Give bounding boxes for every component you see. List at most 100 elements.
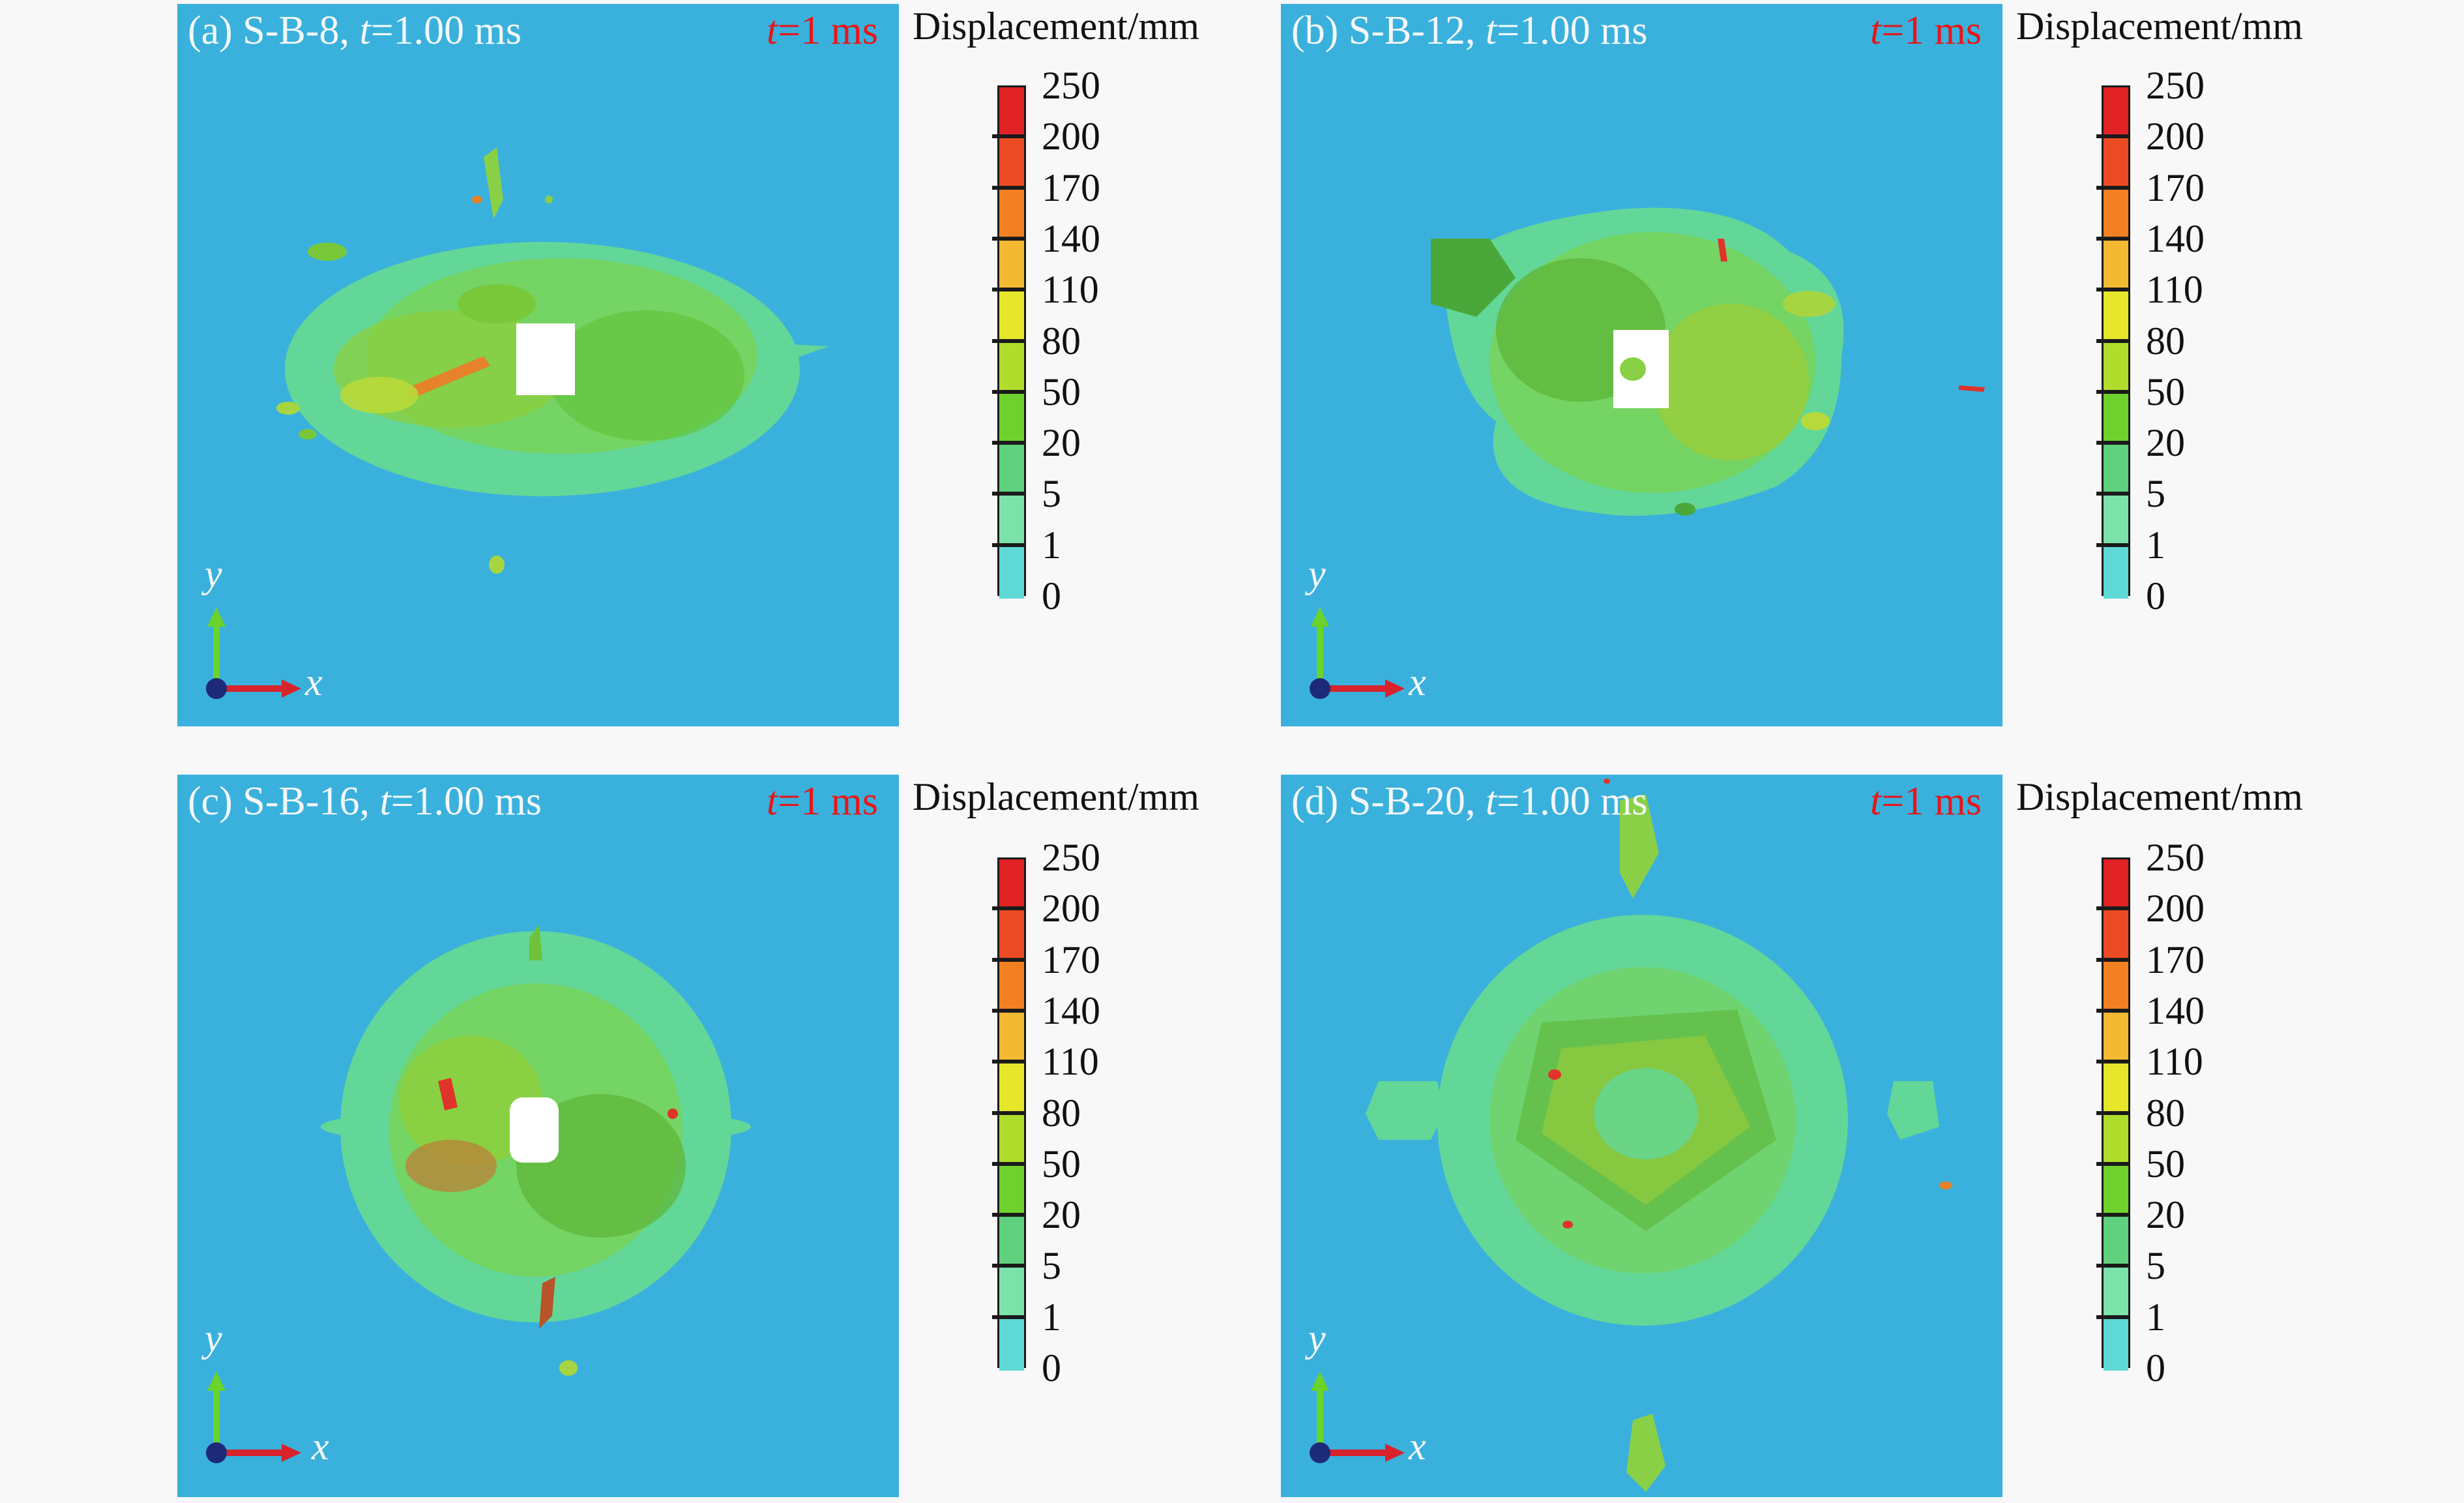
colorbar-tick-label: 50: [2146, 370, 2185, 413]
colorbar-segment: [2104, 189, 2128, 241]
colorbar-tick-label: 140: [1042, 216, 1100, 260]
x-axis-label: x: [305, 661, 323, 704]
axis-triad-icon: [1310, 607, 1405, 699]
colorbar-segment: [2104, 1217, 2128, 1269]
colorbar-tick-label: 110: [2146, 1040, 2203, 1084]
colorbar-title: Displacement/mm: [913, 5, 1199, 48]
colorbar-tick: [992, 185, 1025, 190]
colorbar-tick: [2096, 288, 2129, 292]
colorbar-segment: [999, 546, 1024, 599]
colorbar-segment: [2104, 546, 2128, 599]
x-axis-label: x: [1409, 661, 1426, 704]
colorbar-tick: [992, 389, 1025, 394]
colorbar-tick: [2096, 1315, 2129, 1319]
colorbar-tick-label: 80: [2146, 319, 2185, 363]
colorbar-tick: [992, 441, 1025, 445]
colorbar-tick-label: 200: [2146, 115, 2205, 158]
colorbar-segment: [999, 240, 1024, 293]
simulation-image-a: (a) S-B-8, t=1.00 ms t=1 ms y x: [177, 4, 899, 726]
colorbar-tick: [2096, 492, 2129, 496]
colorbar-tick-label: 0: [1042, 1347, 1061, 1390]
colorbar-tick: [992, 906, 1025, 911]
colorbar-tick: [2096, 236, 2129, 241]
simulation-image-b: (b) S-B-12, t=1.00 ms t=1 ms y x: [1281, 4, 2002, 726]
colorbar-segment: [2104, 859, 2128, 912]
colorbar-segment: [2104, 240, 2128, 293]
colorbar-tick-label: 200: [2146, 887, 2205, 930]
colorbar-tick: [992, 1213, 1025, 1217]
displacement-field-c: [321, 925, 751, 1376]
colorbar-tick-label: 250: [2146, 64, 2205, 107]
y-axis-label: y: [1308, 1317, 1326, 1360]
colorbar-tick-label: 50: [1042, 370, 1081, 413]
colorbar-segment: [999, 1114, 1024, 1167]
colorbar-segment: [2104, 87, 2128, 140]
panel-caption: (c) S-B-16, t=1.00 ms: [188, 779, 542, 824]
colorbar-tick: [2096, 185, 2129, 190]
axis-triad-icon: [206, 607, 301, 699]
colorbar-segment: [2104, 1318, 2128, 1371]
colorbar-tick-label: 110: [1042, 1040, 1099, 1084]
colorbar-tick-label: 170: [1042, 938, 1100, 981]
colorbar-tick-label: 50: [2146, 1142, 2185, 1185]
colorbar-tick: [992, 288, 1025, 292]
colorbar-tick-label: 250: [1042, 836, 1100, 879]
colorbar-tick: [2096, 1008, 2129, 1013]
colorbar-tick-label: 1: [1042, 523, 1061, 567]
panel-caption: (d) S-B-20, t=1.00 ms: [1291, 779, 1648, 824]
colorbar-segment: [999, 910, 1024, 962]
colorbar-segment: [999, 1217, 1024, 1269]
colorbar-tick: [992, 1315, 1025, 1319]
colorbar-tick: [992, 1008, 1025, 1013]
colorbar-segment: [999, 342, 1024, 394]
colorbar-tick: [2096, 441, 2129, 445]
time-tag: t=1 ms: [1870, 8, 1982, 53]
displacement-field-a: [276, 147, 829, 574]
colorbar-segment: [999, 859, 1024, 912]
panel-caption: (a) S-B-8, t=1.00 ms: [188, 8, 522, 53]
colorbar-tick: [992, 543, 1025, 547]
colorbar-segment: [2104, 1064, 2128, 1116]
colorbar-segment: [2104, 393, 2128, 446]
colorbar-tick-label: 1: [2146, 523, 2165, 567]
colorbar-tick: [2096, 906, 2129, 911]
colorbar-tick-label: 250: [2146, 836, 2205, 879]
colorbar-segment: [999, 961, 1024, 1013]
colorbar-segment: [2104, 1268, 2128, 1320]
colorbar-title: Displacement/mm: [2016, 5, 2303, 48]
simulation-image-c: (c) S-B-16, t=1.00 ms t=1 ms y x: [177, 775, 899, 1497]
colorbar-tick-label: 200: [1042, 115, 1100, 158]
axis-triad-icon: [1310, 1371, 1405, 1463]
colorbar-tick-label: 5: [1042, 472, 1061, 516]
time-tag: t=1 ms: [1870, 779, 1982, 824]
colorbar-tick-label: 80: [1042, 319, 1081, 363]
colorbar-tick-label: 5: [1042, 1244, 1061, 1288]
colorbar-tick: [2096, 1264, 2129, 1268]
colorbar-tick: [2096, 338, 2129, 343]
panel-caption: (b) S-B-12, t=1.00 ms: [1291, 8, 1648, 53]
colorbar-tick-label: 250: [1042, 64, 1100, 107]
colorbar-tick-label: 5: [2146, 1244, 2165, 1288]
colorbar-tick: [992, 492, 1025, 496]
colorbar-segment: [999, 1268, 1024, 1320]
axis-triad-icon: [206, 1371, 301, 1463]
colorbar-segment: [2104, 1114, 2128, 1167]
colorbar-segment: [999, 138, 1024, 190]
colorbar-tick-label: 170: [2146, 166, 2205, 209]
colorbar-tick: [2096, 1110, 2129, 1115]
y-axis-label: y: [1308, 552, 1326, 595]
colorbar-tick: [992, 236, 1025, 241]
colorbar-segment: [2104, 496, 2128, 548]
colorbar-tick: [2096, 389, 2129, 394]
colorbar-title: Displacement/mm: [913, 775, 1199, 818]
colorbar-tick-label: 50: [1042, 1142, 1081, 1185]
colorbar-tick-label: 200: [1042, 887, 1100, 930]
colorbar-tick-label: 0: [2146, 574, 2165, 618]
colorbar-segment: [2104, 1165, 2128, 1218]
colorbar-tick-label: 20: [2146, 1193, 2185, 1237]
colorbar-segment: [999, 1318, 1024, 1371]
colorbar-tick: [992, 957, 1025, 962]
colorbar-tick-label: 20: [1042, 421, 1081, 465]
colorbar-segment: [999, 496, 1024, 548]
colorbar-tick-label: 140: [2146, 216, 2205, 260]
